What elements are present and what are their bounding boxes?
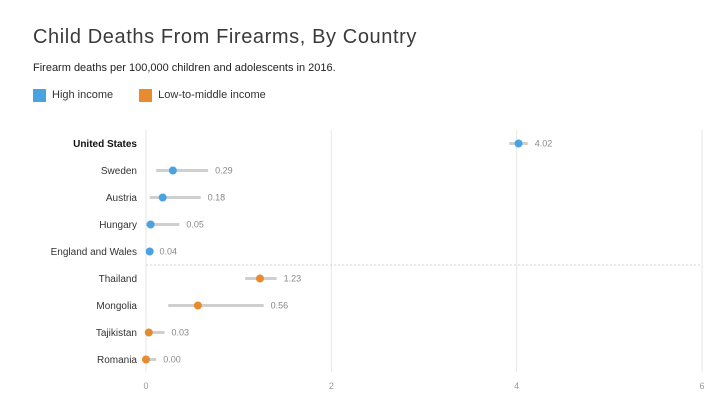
data-point bbox=[142, 355, 150, 364]
x-tick-label: 6 bbox=[699, 381, 704, 391]
country-label: England and Wales bbox=[51, 247, 137, 258]
data-label: 0.00 bbox=[163, 355, 181, 365]
data-label: 0.04 bbox=[159, 247, 177, 257]
data-label: 0.05 bbox=[186, 220, 204, 230]
data-point bbox=[168, 166, 177, 175]
data-label: 1.23 bbox=[284, 274, 302, 284]
legend-label-high-income: High income bbox=[52, 89, 114, 101]
data-point bbox=[193, 301, 202, 310]
data-point bbox=[514, 139, 523, 148]
country-label: Sweden bbox=[101, 166, 137, 177]
x-tick-label: 4 bbox=[514, 381, 519, 391]
data-label: 0.03 bbox=[172, 328, 190, 338]
legend-swatch-low-middle-income bbox=[139, 88, 153, 102]
data-label: 0.18 bbox=[208, 193, 226, 203]
data-label: 4.02 bbox=[535, 139, 553, 149]
country-label: Tajikistan bbox=[96, 328, 137, 339]
country-label: Austria bbox=[106, 193, 138, 204]
country-label: United States bbox=[73, 139, 137, 150]
country-label: Thailand bbox=[99, 274, 137, 285]
data-label: 0.56 bbox=[271, 301, 289, 311]
data-point bbox=[146, 220, 155, 229]
x-tick-label: 0 bbox=[143, 381, 148, 391]
data-point bbox=[145, 247, 154, 256]
data-point bbox=[144, 328, 153, 337]
chart-title: Child Deaths From Firearms, By Country bbox=[33, 26, 418, 48]
legend-label-low-middle-income: Low-to-middle income bbox=[158, 89, 266, 101]
legend-item-low-middle-income: Low-to-middle income bbox=[139, 88, 266, 102]
data-point bbox=[255, 274, 264, 283]
legend-swatch-high-income bbox=[33, 88, 46, 102]
country-label: Mongolia bbox=[96, 301, 137, 312]
data-point bbox=[158, 193, 167, 202]
chart-subtitle: Firearm deaths per 100,000 children and … bbox=[33, 62, 336, 74]
x-tick-label: 2 bbox=[329, 381, 334, 391]
data-label: 0.29 bbox=[215, 166, 233, 176]
legend: High income Low-to-middle income bbox=[33, 88, 292, 102]
legend-item-high-income: High income bbox=[33, 88, 114, 102]
country-label: Romania bbox=[97, 355, 137, 366]
country-label: Hungary bbox=[99, 220, 137, 231]
